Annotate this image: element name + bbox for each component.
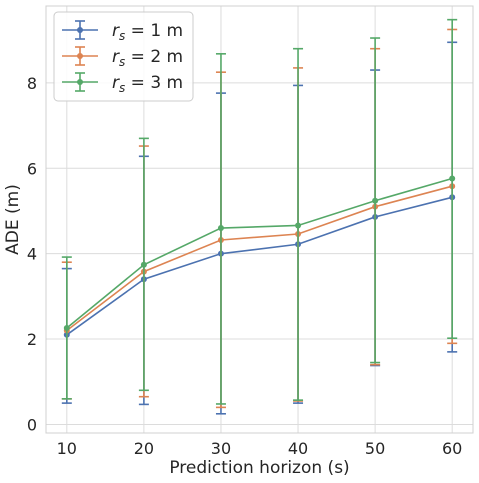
x-tick-label: 40 — [288, 439, 308, 458]
y-tick-label: 8 — [27, 74, 37, 93]
legend-label: rs = 1 m — [112, 21, 183, 43]
plot-frame — [45, 5, 474, 434]
legend-label-symbol: r — [112, 21, 120, 41]
data-point — [372, 197, 379, 204]
legend-label-value: = 2 m — [125, 47, 183, 67]
data-point — [449, 175, 456, 182]
data-point — [140, 261, 147, 268]
legend-item: rs = 2 m — [62, 46, 183, 69]
series-layer — [61, 18, 458, 415]
y-tick-label: 2 — [27, 330, 37, 349]
legend-label-value: = 3 m — [125, 73, 183, 93]
x-tick-label: 10 — [57, 439, 77, 458]
y-axis-label: ADE (m) — [3, 184, 23, 255]
y-tick-label: 4 — [27, 245, 37, 264]
series-line — [66, 177, 453, 329]
legend-marker — [77, 79, 83, 85]
x-tick-label: 30 — [211, 439, 231, 458]
legend-item: rs = 3 m — [62, 72, 183, 95]
legend: rs = 1 mrs = 2 mrs = 3 m — [53, 11, 194, 102]
y-tick-label: 6 — [27, 159, 37, 178]
series-line — [66, 185, 453, 332]
data-point — [63, 324, 70, 331]
x-tick-label: 50 — [365, 439, 385, 458]
legend-label-symbol: r — [112, 47, 120, 67]
series-line — [66, 196, 453, 336]
legend-label-subscript: s — [119, 81, 125, 95]
legend-label-value: = 1 m — [125, 21, 183, 41]
x-tick-label: 60 — [442, 439, 462, 458]
series-3 — [61, 18, 458, 405]
x-axis-label: Prediction horizon (s) — [169, 458, 349, 478]
legend-item: rs = 1 m — [62, 20, 183, 43]
data-point — [217, 225, 224, 232]
legend-label: rs = 3 m — [112, 73, 183, 95]
legend-box — [53, 11, 194, 102]
x-tick-label: 20 — [134, 439, 154, 458]
legend-marker — [77, 53, 83, 59]
legend-label-subscript: s — [119, 29, 125, 43]
legend-label: rs = 2 m — [112, 47, 183, 69]
legend-label-symbol: r — [112, 73, 120, 93]
y-tick-label: 0 — [27, 415, 37, 434]
tick-labels: 10 20 30 40 50 60 0 2 4 6 8 — [27, 74, 463, 458]
data-point — [295, 222, 302, 229]
legend-label-subscript: s — [119, 55, 125, 69]
legend-marker — [77, 27, 83, 33]
